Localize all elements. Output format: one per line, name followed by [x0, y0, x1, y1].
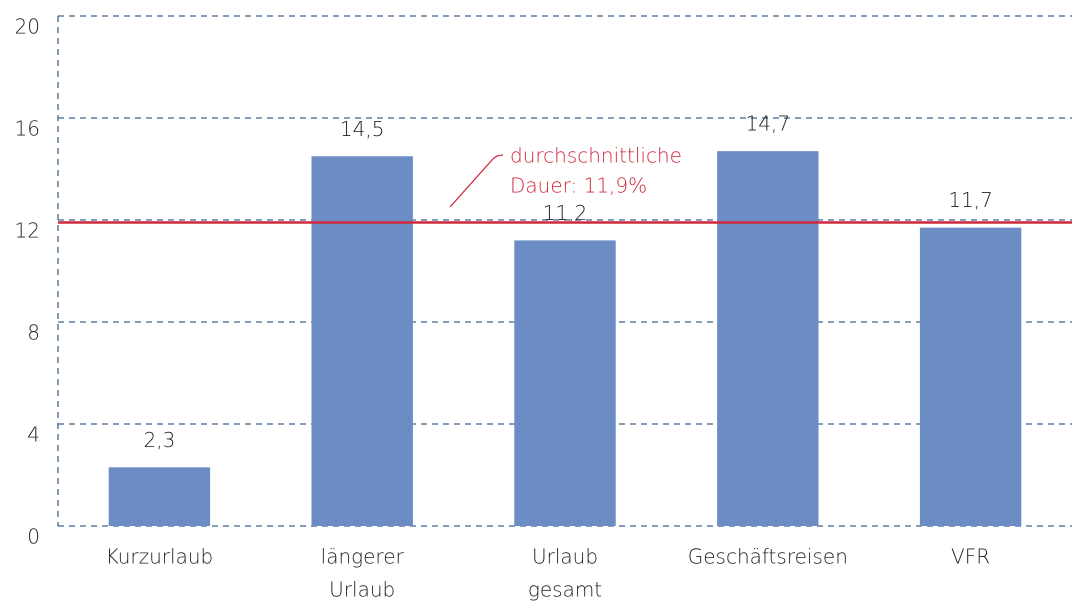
x-tick-label: Urlaub	[329, 578, 395, 602]
y-tick-label: 4	[27, 423, 40, 447]
y-tick-label: 8	[27, 321, 40, 345]
y-tick-label: 16	[15, 117, 40, 141]
x-tick-label: Kurzurlaub	[106, 545, 214, 569]
annotation: Dauer: 11,9%	[510, 174, 647, 198]
x-tick-label: Geschäftsreisen	[688, 545, 848, 569]
y-tick-label: 12	[15, 219, 40, 243]
data-label: 11,2	[543, 201, 588, 225]
x-tick-label: VFR	[951, 545, 990, 569]
bar	[514, 240, 616, 526]
data-label: 11,7	[948, 188, 993, 212]
y-tick-label: 0	[27, 525, 40, 549]
annotation-leader	[449, 154, 504, 208]
data-label: 2,3	[143, 428, 175, 452]
x-tick-label: längerer	[321, 545, 405, 569]
bar	[919, 227, 1022, 526]
annotation: durchschnittliche	[510, 144, 682, 168]
data-label: 14,7	[746, 112, 791, 136]
y-tick-label: 20	[15, 15, 40, 39]
bar	[311, 156, 413, 526]
x-tick-label: gesamt	[528, 578, 602, 602]
x-tick-label: Urlaub	[532, 545, 598, 569]
data-label: 14,5	[340, 117, 385, 141]
bar	[108, 467, 211, 526]
bar	[717, 151, 819, 526]
